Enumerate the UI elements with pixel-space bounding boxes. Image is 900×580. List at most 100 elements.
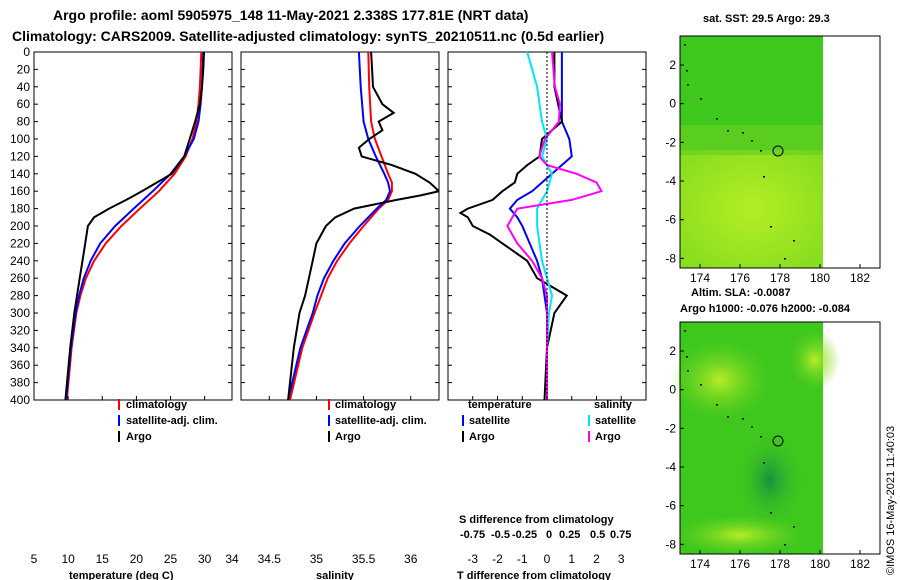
island-dot (716, 118, 718, 120)
island-dot (793, 526, 795, 528)
depth-axis: 0 20 40 60 80 100 120 140 160 180 200 220 240 260 280 3… (10, 45, 646, 407)
map-lat-label: -6 (665, 499, 676, 513)
map-lat-label: 0 (669, 97, 676, 111)
s-tick: -0.5 (491, 529, 510, 541)
map-lon-label: 180 (810, 271, 830, 285)
sst-map-ticks: 174 176 178 180 182 2 0 -2 -4 -6 -8 (665, 58, 870, 285)
island-dot (763, 176, 765, 178)
x-tick-label: 1 (568, 552, 575, 566)
map-lon-label: 178 (770, 271, 790, 285)
legend-heading-temperature: temperature (468, 399, 532, 411)
x-tick-label: 15 (96, 552, 110, 566)
map-lat-label: 2 (669, 344, 676, 358)
map-lat-label: -4 (665, 174, 676, 188)
sla-map-subtitle: Argo h1000: -0.076 h2000: -0.084 (680, 303, 851, 315)
s-tick: -0.75 (460, 529, 485, 541)
series-line-0 (508, 52, 573, 400)
map-lon-label: 182 (850, 271, 870, 285)
s-tick: 0.75 (610, 529, 631, 541)
depth-tick-label: 80 (17, 115, 31, 129)
map-lon-label: 176 (730, 271, 750, 285)
island-dot (742, 418, 744, 420)
temperature-panel-frame (33, 51, 233, 401)
x-tick-label: 25 (164, 552, 178, 566)
island-dot (716, 404, 718, 406)
island-dot (760, 436, 762, 438)
map-lat-label: -4 (665, 460, 676, 474)
series-line-1 (458, 52, 569, 400)
island-dot (700, 98, 702, 100)
sla-map-light-region (790, 330, 840, 390)
legend-heading-salinity: salinity (594, 399, 633, 411)
depth-tick-label: 360 (10, 358, 30, 372)
imos-credit: ©IMOS 16-May-2021 11:40:03 (885, 426, 897, 575)
legend-label: satellite-adj. clim. (335, 415, 427, 427)
s-diff-label-bg (452, 510, 642, 544)
series-line-0 (289, 52, 393, 400)
x-tick-label: 35.5 (352, 552, 376, 566)
depth-tick-label: 140 (10, 167, 30, 181)
depth-tick-label: 240 (10, 254, 30, 268)
s-tick: 0 (546, 529, 552, 541)
x-tick-label: 3 (618, 552, 625, 566)
salinity-legend: climatology satellite-adj. clim. Argo (328, 399, 427, 443)
island-dot (751, 426, 753, 428)
island-dot (751, 140, 753, 142)
x-tick-label: -1 (517, 552, 528, 566)
depth-tick-label: 120 (10, 149, 30, 163)
s-difference-label: S difference from climatology (459, 514, 615, 526)
x-tick-label: 34.5 (258, 552, 282, 566)
legend-label: Argo (335, 431, 361, 443)
depth-tick-label: 380 (10, 376, 30, 390)
depth-tick-label: 20 (17, 62, 31, 76)
depth-tick-label: 340 (10, 341, 30, 355)
island-dot (784, 258, 786, 260)
map-lat-label: -8 (665, 537, 676, 551)
salinity-xlabel: salinity (316, 570, 355, 580)
legend-label: Argo (469, 431, 495, 443)
island-dot (763, 462, 765, 464)
series-line-2 (287, 52, 439, 400)
map-lon-label: 176 (730, 557, 750, 571)
depth-tick-label: 60 (17, 97, 31, 111)
difference-legend: temperature salinity satellite Argo sate… (462, 399, 636, 443)
sst-map (679, 35, 881, 269)
x-tick-label: 35 (310, 552, 324, 566)
depth-tick-label: 220 (10, 236, 30, 250)
map-lon-label: 178 (770, 557, 790, 571)
depth-tick-label: 0 (23, 45, 30, 59)
island-dot (770, 512, 772, 514)
series-line-1 (65, 52, 205, 400)
legend-label: Argo (126, 431, 152, 443)
series-line-2 (526, 52, 554, 400)
temperature-xlabel: temperature (deg C) (69, 570, 174, 580)
island-dot (727, 130, 729, 132)
legend-label: satellite (469, 415, 510, 427)
series-line-1 (287, 52, 392, 400)
map-lat-label: -8 (665, 251, 676, 265)
depth-tick-label: 400 (10, 393, 30, 407)
legend-label: Argo (595, 431, 621, 443)
s-tick: 0.5 (590, 529, 605, 541)
x-axis-ticks: 5 10 15 20 25 30 34 34.5 35 35.5 36 -3 -2 -1 0 1 2 3 (31, 396, 625, 566)
sst-map-title: sat. SST: 29.5 Argo: 29.3 (703, 13, 830, 25)
depth-tick-label: 320 (10, 323, 30, 337)
island-dot (770, 226, 772, 228)
island-dot (727, 416, 729, 418)
x-tick-label: 36 (404, 552, 418, 566)
depth-tick-label: 200 (10, 219, 30, 233)
s-tick: 0.25 (559, 529, 580, 541)
island-dot (684, 330, 686, 332)
x-tick-label: -2 (492, 552, 503, 566)
x-tick-label: 10 (61, 552, 75, 566)
depth-tick-label: 160 (10, 184, 30, 198)
island-dot (687, 84, 689, 86)
series-line-0 (65, 52, 203, 400)
sst-map-warm-region (680, 150, 823, 268)
x-tick-label: 0 (544, 552, 551, 566)
map-lon-label: 174 (690, 557, 710, 571)
series-line-2 (64, 52, 205, 400)
header-line1: Argo profile: aoml 5905975_148 11-May-20… (53, 7, 528, 23)
sst-map-coastline (684, 44, 795, 260)
